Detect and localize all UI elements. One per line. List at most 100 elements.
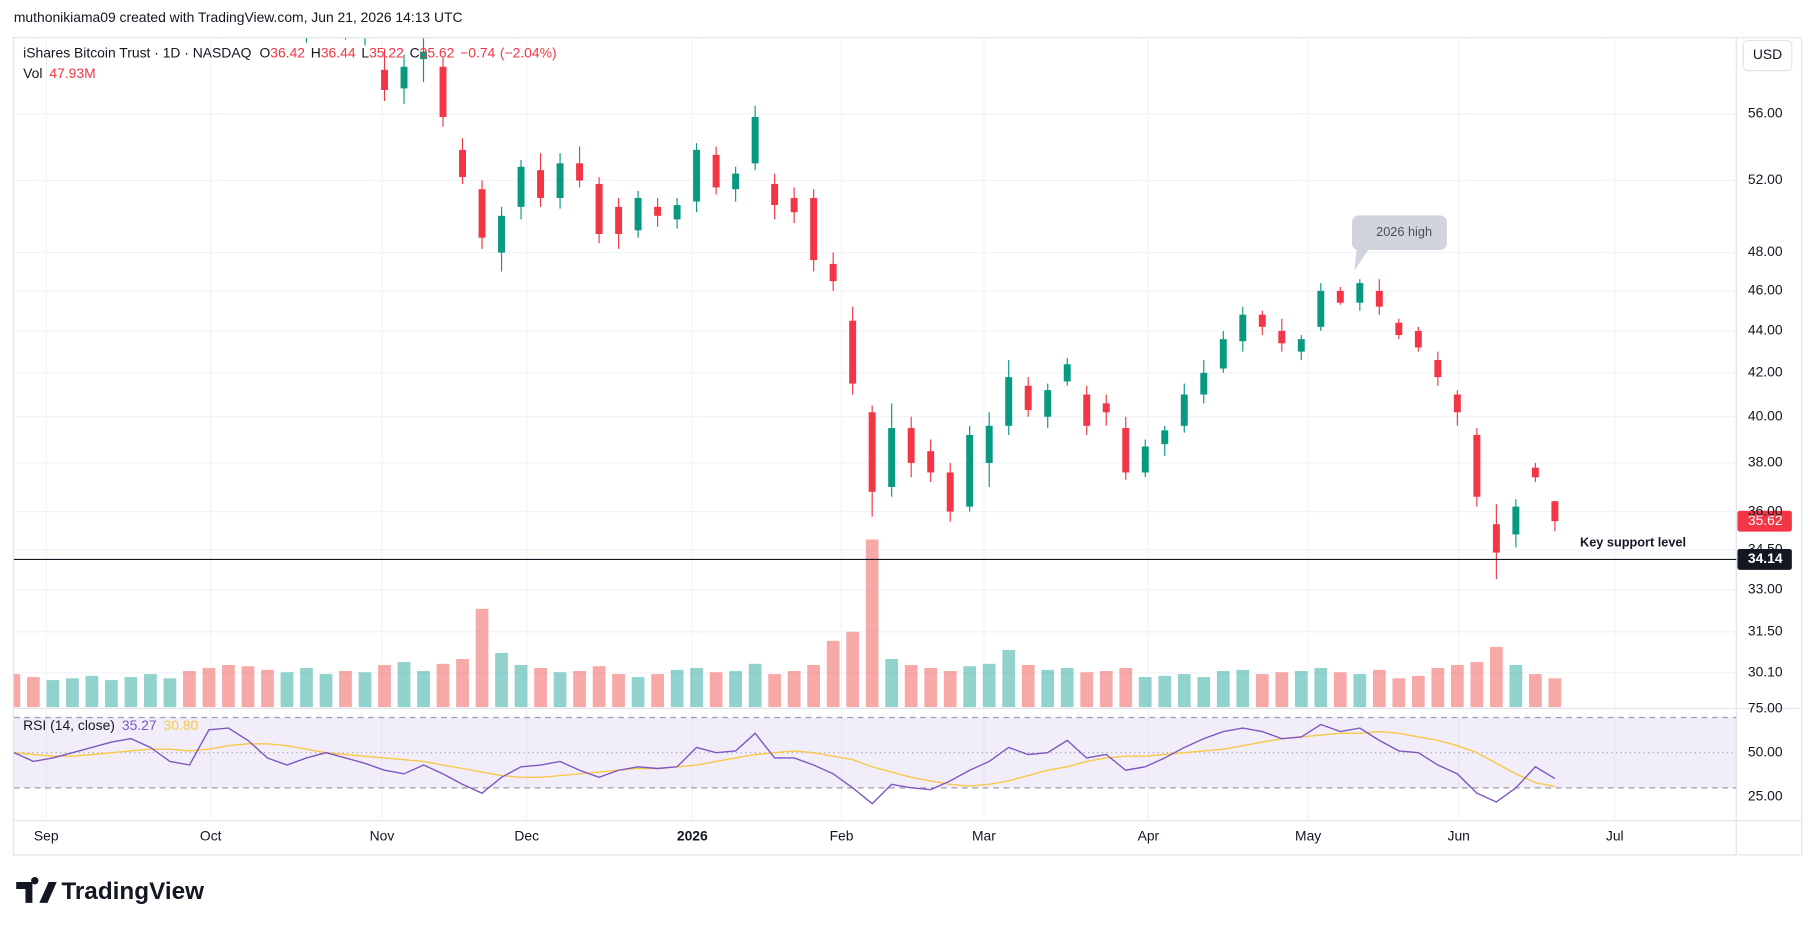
volume-bar <box>690 668 703 708</box>
volume-bar <box>1372 669 1386 708</box>
volume-bar <box>1002 649 1016 708</box>
candle-body <box>1531 467 1539 478</box>
candle-body <box>751 116 759 164</box>
y-tick-label: 31.50 <box>1748 623 1783 639</box>
y-tick-label: 36.00 <box>1748 502 1783 518</box>
volume-bar <box>241 666 255 708</box>
rsi-tick-label: 75.00 <box>1748 699 1783 715</box>
volume-bar <box>1021 665 1035 708</box>
candle-body <box>439 66 447 117</box>
candle-body <box>1317 290 1325 327</box>
volume-bar <box>1216 671 1230 708</box>
support-tag-label: 34.14 <box>1748 550 1783 566</box>
change-pct: (−2.04%) <box>500 44 557 60</box>
x-tick-label: Sep <box>34 828 59 844</box>
rsi-legend: RSI (14, close) 35.27 30.80 <box>23 716 198 732</box>
candle-body <box>985 425 993 463</box>
x-tick-label: Jun <box>1448 828 1470 844</box>
volume-bar <box>1041 669 1055 708</box>
volume-bar <box>300 668 313 708</box>
ohlc-key: L <box>361 44 369 60</box>
ohlc-key: C <box>410 44 420 60</box>
volume-bar <box>709 672 723 708</box>
price-tag-label: 35.62 <box>1748 512 1783 528</box>
candle-body <box>1161 430 1169 445</box>
candle-body <box>654 206 662 216</box>
volume-bar <box>280 672 294 708</box>
volume-bar <box>1119 668 1133 708</box>
volume-bar <box>573 671 586 708</box>
candle-body <box>1278 330 1286 344</box>
candle-body <box>615 206 623 235</box>
volume-bar <box>1411 675 1425 708</box>
candle-body <box>673 205 681 220</box>
volume-bar <box>924 668 938 708</box>
x-tick-label: Apr <box>1138 828 1160 844</box>
rsi-value: 35.27 <box>122 716 157 732</box>
rsi-name: RSI (14, close) <box>23 716 115 732</box>
volume-bar <box>982 663 996 708</box>
volume-bar <box>768 674 781 708</box>
currency[interactable]: USD <box>1753 46 1782 62</box>
y-tick-label: 44.00 <box>1748 322 1783 338</box>
volume-bar <box>670 669 684 708</box>
x-tick-label: Jul <box>1606 828 1624 844</box>
x-tick-label: Feb <box>830 828 854 844</box>
x-tick-label: Oct <box>200 828 222 844</box>
candle-body <box>907 428 915 463</box>
candle-body <box>1414 330 1422 348</box>
candle-body <box>400 66 408 89</box>
volume-bar <box>612 674 625 708</box>
volume-bar <box>1158 675 1172 708</box>
volume-bar <box>261 669 274 708</box>
volume-bar <box>729 671 742 708</box>
volume-bar <box>963 666 977 708</box>
rsi-tick-label: 50.00 <box>1748 743 1783 759</box>
candle-body <box>1375 290 1383 307</box>
brand: TradingView <box>61 878 204 905</box>
candle-body <box>1453 394 1461 413</box>
volume-bar <box>1294 671 1308 708</box>
candle-body <box>1551 501 1559 522</box>
x-tick-label: 2026 <box>677 828 708 844</box>
volume-bar <box>1333 672 1347 708</box>
x-tick-label: May <box>1295 828 1321 844</box>
x-tick-label: Dec <box>514 828 539 844</box>
candle-body <box>1356 283 1364 303</box>
volume-bar <box>475 608 489 708</box>
candle-body <box>790 197 798 213</box>
currency-button[interactable] <box>1742 39 1793 72</box>
volume-bar <box>1099 671 1113 708</box>
candle-body <box>420 51 427 60</box>
rsi-tick-label: 25.00 <box>1748 787 1783 803</box>
candle-layer <box>305 38 1559 580</box>
logo-icon <box>16 876 57 903</box>
candle-body <box>1219 339 1227 369</box>
volume-bar <box>1177 674 1191 708</box>
volume-bar <box>1060 668 1074 708</box>
y-tick-label: 33.00 <box>1748 581 1783 597</box>
volume-legend: Vol 47.93M <box>23 65 96 81</box>
candle-body <box>1180 394 1188 426</box>
volume-bar <box>1080 672 1094 708</box>
volume-bar <box>534 668 547 708</box>
y-tick-label: 40.00 <box>1748 407 1783 423</box>
volume-bar <box>1470 661 1484 708</box>
volume-bar <box>397 661 411 708</box>
volume-bar <box>417 671 430 708</box>
candle-body <box>1473 434 1481 497</box>
volume-bar <box>1529 674 1542 708</box>
candle-body <box>1083 394 1091 426</box>
candle-body <box>966 434 974 507</box>
volume-bar <box>436 663 450 708</box>
candle-body <box>829 263 837 282</box>
candle-body <box>868 412 876 492</box>
candle-body <box>517 166 525 207</box>
candle-body <box>634 197 642 231</box>
volume-layer <box>13 539 1562 708</box>
volume-bar <box>787 671 801 708</box>
candle-body <box>537 170 545 198</box>
volume-bar <box>1489 646 1503 708</box>
y-tick-label: 56.00 <box>1748 104 1783 120</box>
